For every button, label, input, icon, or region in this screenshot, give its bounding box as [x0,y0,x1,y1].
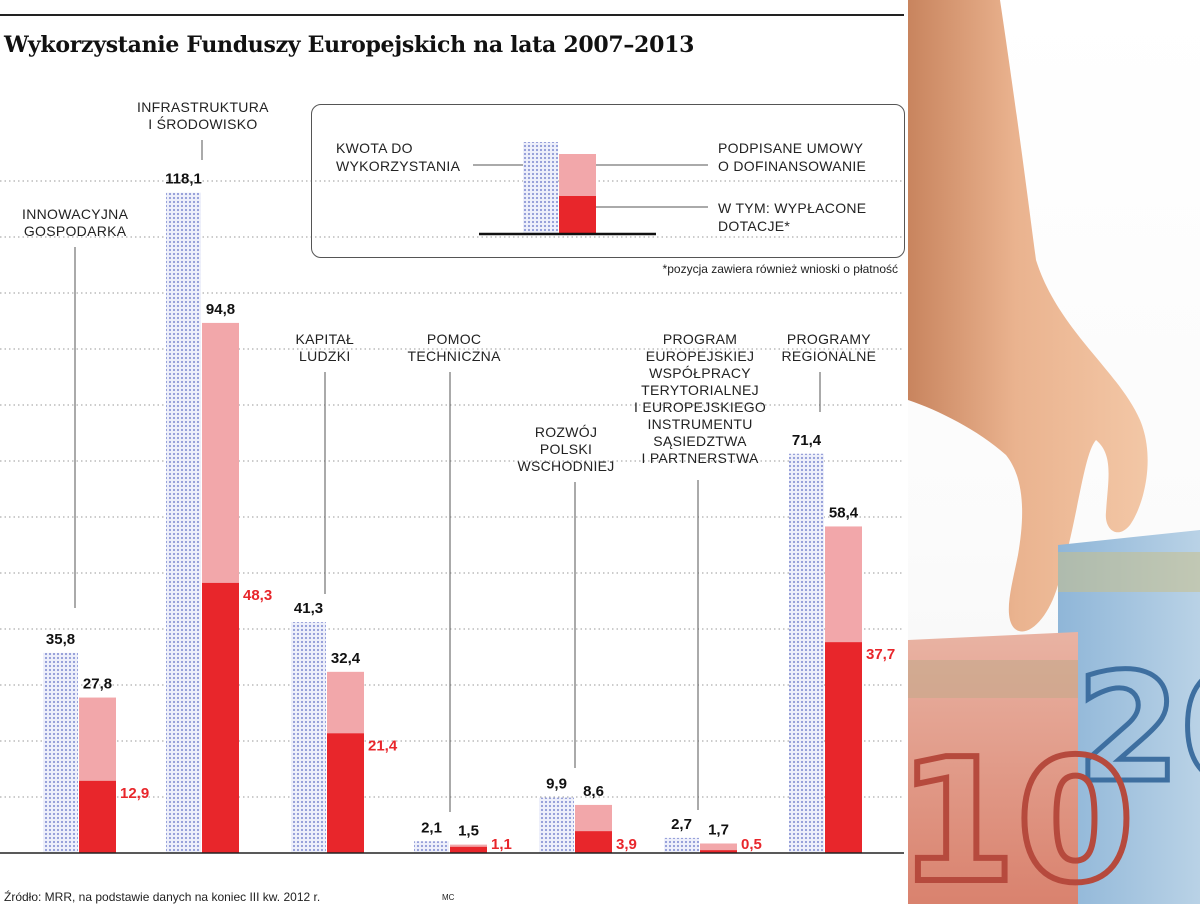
bar-paid [79,780,116,853]
category-label: KAPITAŁ LUDZKI [295,331,355,364]
hand-and-banknotes-photo: 20 10 [908,0,1200,904]
value-label-contracted: 32,4 [331,650,361,667]
value-label-paid: 1,1 [491,836,512,853]
bars [43,192,862,854]
bar-paid [575,831,612,853]
bar-paid [700,850,737,853]
twenty-euro-banknote: 20 [1058,530,1200,904]
legend: KWOTA DO WYKORZYSTANIA PODPISANE UMOWY O D… [311,104,905,258]
value-label-contracted: 58,4 [829,504,859,521]
bar-contracted [700,843,737,853]
author-credit: MC [442,893,455,902]
category-label: POMOC TECHNICZNA [407,331,501,364]
category-label: ROZWÓJ POLSKI WSCHODNIEJ [517,424,615,474]
bar-allocated [414,841,449,853]
bar-allocated [664,837,699,853]
value-label-paid: 37,7 [866,646,895,663]
bar-allocated [789,453,824,853]
legend-label-allocated: KWOTA DO WYKORZYSTANIA [336,140,461,174]
value-label-allocated: 2,1 [421,819,442,836]
top-rule [0,14,904,16]
value-label-paid: 48,3 [243,587,272,604]
bar-allocated [43,652,78,853]
value-label-contracted: 1,7 [708,821,729,838]
bar-paid [327,733,364,853]
chart-panel: Wykorzystanie Funduszy Europejskich na l… [0,14,905,904]
bar-chart: 35,8 27,8 12,9 118,1 94,8 48,3 41,3 32,4 21,4 2,1… [0,140,904,854]
legend-swatch-paid [558,195,596,234]
legend-label-paid: W TYM: WYPŁACONE DOTACJE* [718,200,867,234]
svg-text:10: 10 [908,723,1135,904]
value-label-allocated: 41,3 [294,600,323,617]
value-label-paid: 12,9 [120,785,149,802]
bar-allocated [291,622,326,853]
ten-euro-banknote: 10 [908,632,1138,904]
bar-paid [825,642,862,853]
hand-shape [908,0,1148,632]
legend-label-contracted: PODPISANE UMOWY O DOFINANSOWANIE [718,140,867,174]
value-label-contracted: 27,8 [83,676,112,693]
bar-allocated [539,797,574,853]
bar-allocated [166,192,201,854]
category-label: PROGRAMY REGIONALNE [781,331,877,364]
value-label-allocated: 71,4 [792,432,822,449]
value-label-allocated: 118,1 [165,171,202,188]
value-label-paid: 0,5 [741,836,762,853]
bar-paid [450,846,487,853]
hand-and-banknotes-image: 20 10 [908,0,1200,904]
leader-lines [74,140,821,812]
value-label-paid: 3,9 [616,836,637,853]
value-label-contracted: 94,8 [206,301,235,318]
value-label-contracted: 1,5 [458,823,479,840]
value-label-allocated: 2,7 [671,816,692,833]
value-labels: 35,8 27,8 12,9 118,1 94,8 48,3 41,3 32,4 21,4 2,1… [46,171,895,853]
value-label-contracted: 8,6 [583,783,604,800]
value-label-allocated: 35,8 [46,631,75,648]
legend-sample [472,141,708,235]
value-label-paid: 21,4 [368,737,398,754]
chart-title: Wykorzystanie Funduszy Europejskich na l… [4,32,695,58]
category-label: INNOWACYJNA GOSPODARKA [22,206,129,239]
footnote: *pozycja zawiera również wnioski o płatn… [662,262,898,276]
category-label: PROGRAM EUROPEJSKIEJ WSPÓŁPRACY TERYTORIALN… [634,331,767,466]
value-label-allocated: 9,9 [546,776,567,793]
source-note: Źródło: MRR, na podstawie danych na koni… [4,890,321,904]
category-label: INFRASTRUKTURA I ŚRODOWISKO [137,99,269,132]
svg-text:20: 20 [1076,642,1200,816]
bar-paid [202,582,239,853]
legend-swatch-allocated [522,141,558,234]
